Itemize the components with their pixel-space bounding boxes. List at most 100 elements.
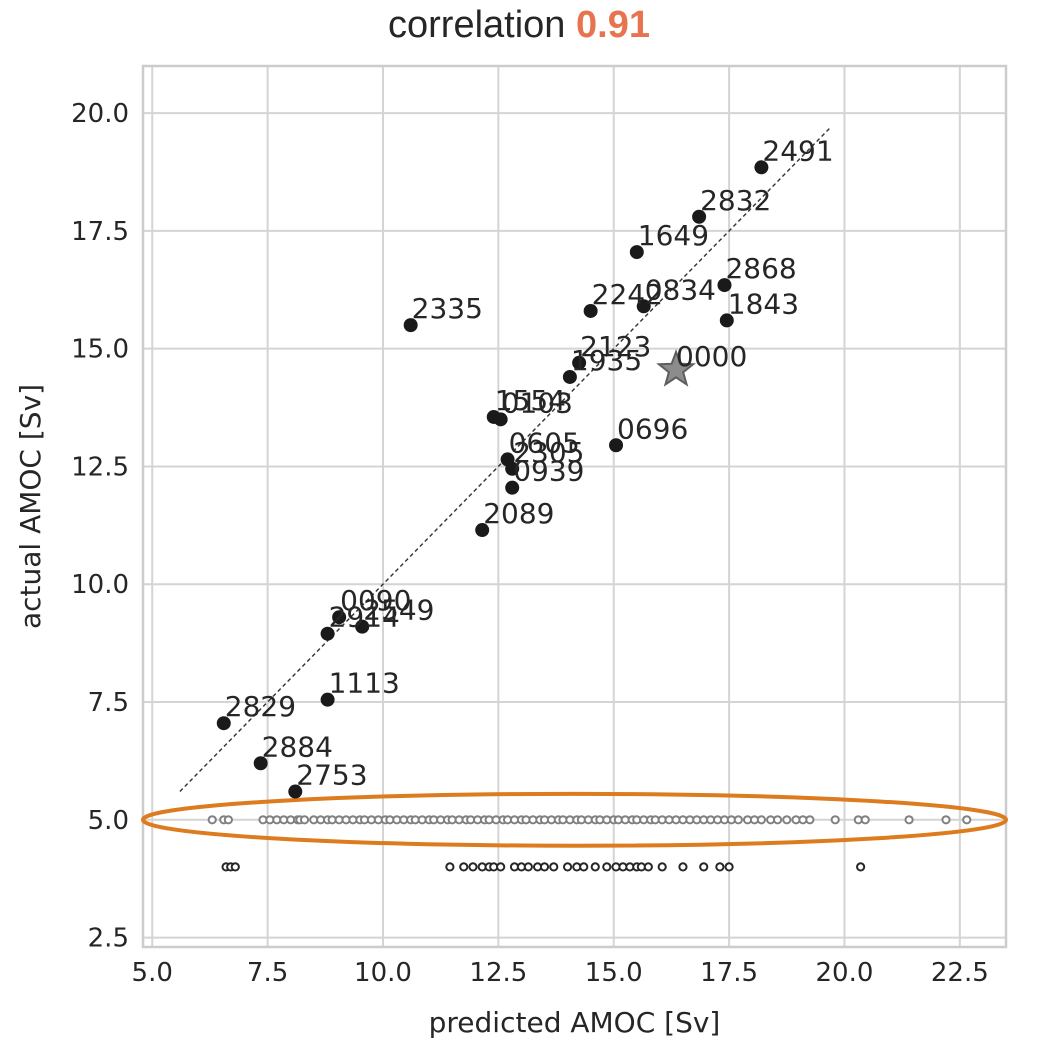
point-label: 2491 [762, 134, 833, 167]
unlabeled-point [562, 862, 573, 872]
labeled-points [216, 160, 769, 799]
point-label: 2549 [363, 594, 434, 627]
chart-title-prefix: correlation [388, 4, 566, 46]
data-point [475, 523, 490, 538]
data-point [288, 784, 303, 799]
x-tick-label: 7.5 [247, 958, 288, 988]
point-label: 2123 [580, 330, 651, 363]
predicted-only-point [962, 815, 972, 825]
predicted-only-point [756, 815, 767, 825]
point-label: 2089 [483, 497, 554, 530]
predicted-only-point [299, 815, 310, 825]
tick-labels: 5.0 7.5 10.0 12.5 15.0 17.5 20.0 22.52.55.07.51… [71, 99, 989, 988]
point-label: 1554 [495, 384, 566, 417]
data-point [320, 626, 335, 641]
x-tick-label: 5.0 [132, 958, 173, 988]
point-label: 2832 [700, 184, 771, 217]
plot-frame [141, 64, 1008, 949]
predicted-only-point [782, 815, 792, 825]
point-label: 2884 [262, 730, 333, 763]
y-tick-label: 15.0 [71, 335, 129, 365]
point-label: 2829 [225, 690, 296, 723]
unlabeled-point [856, 862, 866, 872]
chart-title: correlation 0.91 [0, 4, 1038, 47]
unlabeled-point [523, 862, 533, 872]
data-point [355, 619, 370, 634]
point-label: 1649 [638, 219, 709, 252]
highlight-ellipse [141, 791, 1008, 848]
unlabeled-point [549, 862, 559, 872]
unlabeled-point [590, 862, 600, 872]
unlabeled-point [539, 862, 550, 872]
y-tick-label: 7.5 [88, 688, 129, 718]
x-tick-label: 17.5 [700, 958, 758, 988]
predicted-only-point [733, 815, 743, 825]
point-label: 2914 [329, 601, 400, 634]
unlabeled-point [459, 862, 469, 872]
data-point [754, 160, 769, 175]
predicted-only-point [223, 815, 233, 825]
unlabeled-point [678, 862, 688, 872]
x-tick-label: 20.0 [816, 958, 874, 988]
x-tick-label: 15.0 [585, 958, 643, 988]
y-axis-label: actual AMOC [Sv] [14, 384, 47, 629]
y-tick-label: 17.5 [71, 217, 129, 247]
unlabeled-point [724, 862, 734, 872]
point-label: 0090 [340, 584, 411, 617]
x-tick-label: 10.0 [354, 958, 412, 988]
data-point [253, 756, 268, 771]
y-tick-label: 2.5 [88, 924, 129, 954]
open-points [207, 815, 972, 872]
point-label: 2868 [725, 252, 796, 285]
y-tick-label: 20.0 [71, 99, 129, 129]
predicted-only-point [830, 815, 840, 825]
data-point [717, 278, 732, 293]
point-label: 0834 [645, 273, 716, 306]
data-point [505, 480, 520, 495]
data-point [572, 355, 587, 370]
point-label: 0696 [617, 412, 688, 445]
data-point [583, 303, 598, 318]
data-point [320, 692, 335, 707]
data-point [493, 412, 508, 427]
data-point [562, 369, 577, 384]
data-point [505, 461, 520, 476]
unlabeled-point [657, 862, 667, 872]
y-tick-label: 5.0 [88, 806, 129, 836]
unlabeled-point [445, 862, 455, 872]
reference-label: 0000 [676, 340, 747, 373]
point-label: 2242 [592, 278, 663, 311]
x-axis-label: predicted AMOC [Sv] [429, 1006, 721, 1039]
predicted-only-point [941, 815, 951, 825]
unlabeled-point [602, 862, 612, 872]
unlabeled-point [699, 862, 709, 872]
data-point [403, 318, 418, 333]
predicted-only-point [805, 815, 815, 825]
point-label: 0605 [509, 426, 580, 459]
predicted-only-point [772, 815, 783, 825]
y-tick-label: 12.5 [71, 452, 129, 482]
data-point [629, 245, 644, 260]
unlabeled-point [715, 862, 725, 872]
predicted-only-point [207, 815, 217, 825]
data-point [332, 610, 347, 625]
chart-title-value: 0.91 [576, 4, 650, 46]
point-label: 2305 [513, 436, 584, 469]
point-label: 1113 [329, 667, 400, 700]
point-label: 0939 [513, 455, 584, 488]
data-point [692, 209, 707, 224]
point-label: 1935 [571, 344, 642, 377]
data-point [216, 716, 231, 731]
predicted-only-point [860, 815, 870, 825]
highlight-layer [141, 791, 1008, 848]
unlabeled-point [579, 862, 589, 872]
point-label: 2335 [412, 292, 483, 325]
x-tick-label: 12.5 [469, 958, 527, 988]
unlabeled-point [230, 862, 240, 872]
x-tick-label: 22.5 [931, 958, 989, 988]
data-point [719, 313, 734, 328]
grid [143, 66, 1006, 947]
unlabeled-point [643, 862, 653, 872]
